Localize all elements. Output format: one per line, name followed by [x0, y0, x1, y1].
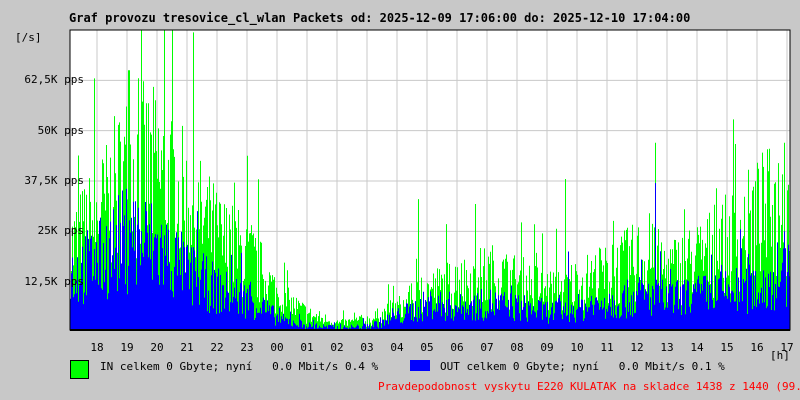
x-tick-label: 23 — [240, 341, 254, 354]
legend-in-swatch — [70, 360, 89, 379]
x-tick-label: 10 — [570, 341, 584, 354]
legend-in-text: IN celkem 0 Gbyte; nyní 0.0 Mbit/s 0.4 % — [100, 360, 379, 373]
probability-note: Pravdepodobnost vyskytu E220 KULATAK na … — [378, 380, 800, 393]
x-tick-label: 06 — [450, 341, 464, 354]
x-tick-label: 08 — [510, 341, 524, 354]
x-tick-label: 22 — [210, 341, 224, 354]
legend-out-text: OUT celkem 0 Gbyte; nyní 0.0 Mbit/s 0.1 … — [440, 360, 725, 373]
x-tick-label: 00 — [270, 341, 284, 354]
chart-title: Graf provozu tresovice_cl_wlan Packets o… — [69, 11, 691, 25]
y-axis-unit: [/s] — [15, 31, 42, 44]
x-tick-label: 09 — [540, 341, 554, 354]
x-tick-label: 21 — [180, 341, 194, 354]
x-tick-label: 17 — [780, 341, 794, 354]
x-tick-label: 19 — [120, 341, 134, 354]
y-tick-label: 37,5K pps — [24, 174, 84, 187]
x-tick-label: 12 — [630, 341, 644, 354]
x-tick-label: 07 — [480, 341, 494, 354]
x-axis-unit: [h] — [770, 349, 790, 362]
x-tick-label: 18 — [90, 341, 104, 354]
y-tick-label: 50K pps — [37, 123, 84, 137]
x-tick-label: 15 — [720, 341, 734, 354]
x-tick-label: 02 — [330, 341, 344, 354]
x-tick-label: 13 — [660, 341, 674, 354]
x-tick-label: 03 — [360, 341, 374, 354]
y-tick-label: 25K pps — [37, 224, 84, 238]
y-tick-label: 62,5K pps — [24, 73, 84, 87]
x-tick-label: 05 — [420, 341, 434, 354]
x-tick-label: 20 — [150, 341, 164, 354]
y-tick-label: 12,5K pps — [24, 274, 84, 288]
x-tick-label: 14 — [690, 341, 704, 354]
x-tick-label: 11 — [600, 341, 614, 354]
x-tick-label: 16 — [750, 341, 764, 354]
legend-out-swatch — [410, 360, 430, 371]
x-tick-label: 01 — [300, 341, 314, 354]
x-tick-label: 04 — [390, 341, 404, 354]
